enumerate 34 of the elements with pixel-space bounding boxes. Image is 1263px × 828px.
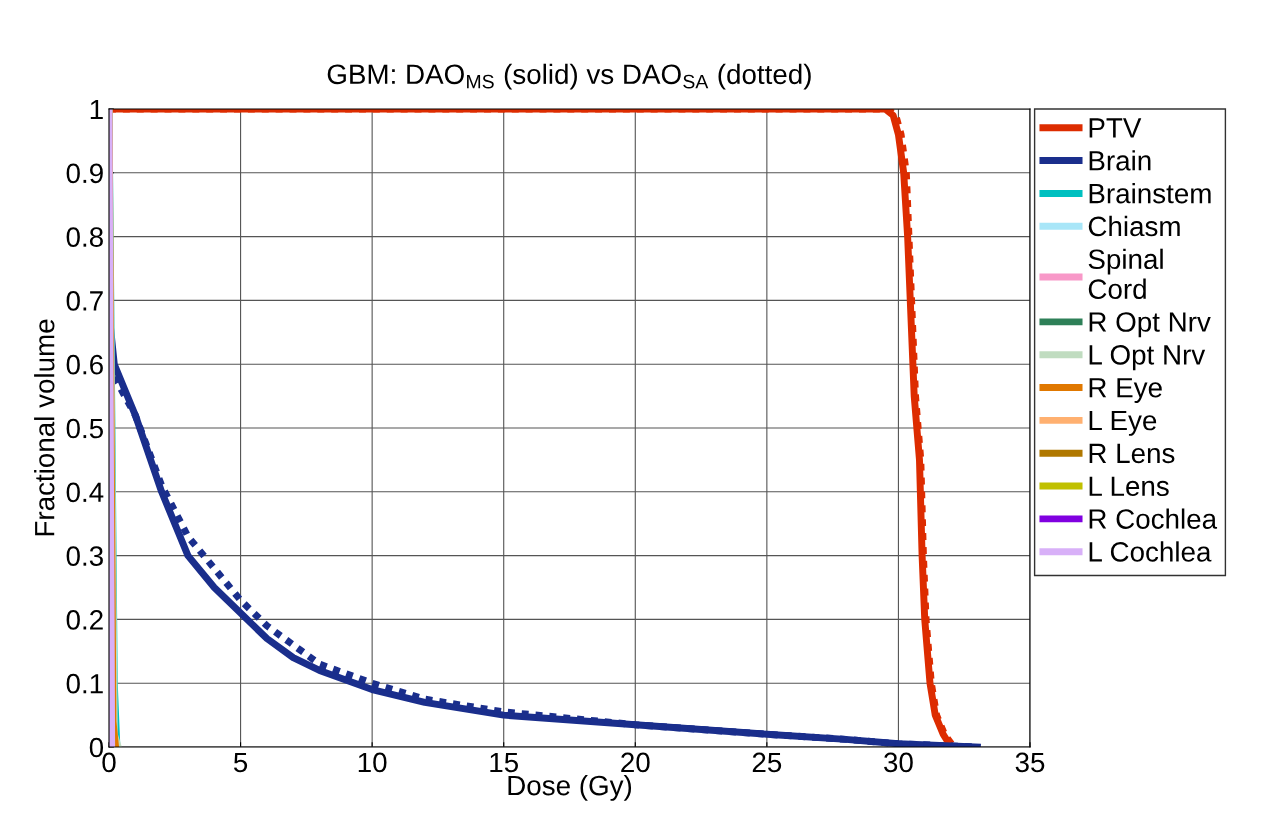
legend-label: Spinal Cord [1088, 248, 1163, 300]
y-tick-label: 0.4 [66, 482, 104, 503]
legend-label: R Eye [1089, 378, 1162, 404]
y-tick-label: 0.3 [66, 546, 103, 566]
x-tick-label: 15 [490, 752, 518, 773]
chart-title: GBM: DAO$_{MS}$ (solid) vs DAO$_{SA}$ (dotted) [327, 63, 811, 90]
legend-label: R Cochlea [1089, 508, 1218, 529]
legend-label: L Lens [1089, 476, 1169, 497]
legend-label: L Cochlea [1089, 541, 1212, 562]
legend-label: R Opt Nrv [1089, 312, 1211, 338]
y-tick-label: 0 [89, 737, 104, 758]
x-tick-label: 20 [621, 752, 650, 773]
legend-label: L Opt Nrv [1089, 345, 1206, 371]
y-tick-label: 0.5 [66, 418, 103, 439]
legend-label: Brainstem [1089, 183, 1211, 204]
y-tick-label: 0.9 [66, 163, 103, 184]
legend-label: R Lens [1089, 443, 1175, 464]
y-tick-label: 0.8 [66, 227, 103, 247]
legend-label: Brain [1089, 150, 1151, 171]
x-axis-title: Dose (Gy) [508, 774, 632, 801]
x-tick-label: 35 [1015, 752, 1045, 773]
y-tick-label: 0.1 [66, 673, 103, 694]
legend-label: PTV [1089, 118, 1142, 138]
y-tick-label: 1 [90, 99, 103, 120]
x-tick-label: 25 [752, 752, 782, 773]
y-tick-label: 0.7 [66, 291, 103, 311]
legend-label: L Eye [1089, 410, 1157, 436]
x-tick-label: 30 [884, 752, 913, 773]
x-tick-label: 10 [358, 752, 387, 773]
legend-label: Chiasm [1088, 215, 1180, 237]
y-tick-label: 0.2 [66, 610, 103, 630]
y-tick-label: 0.6 [66, 354, 103, 375]
x-tick-label: 5 [233, 752, 248, 773]
y-axis-title: Fractional volume [34, 319, 55, 536]
